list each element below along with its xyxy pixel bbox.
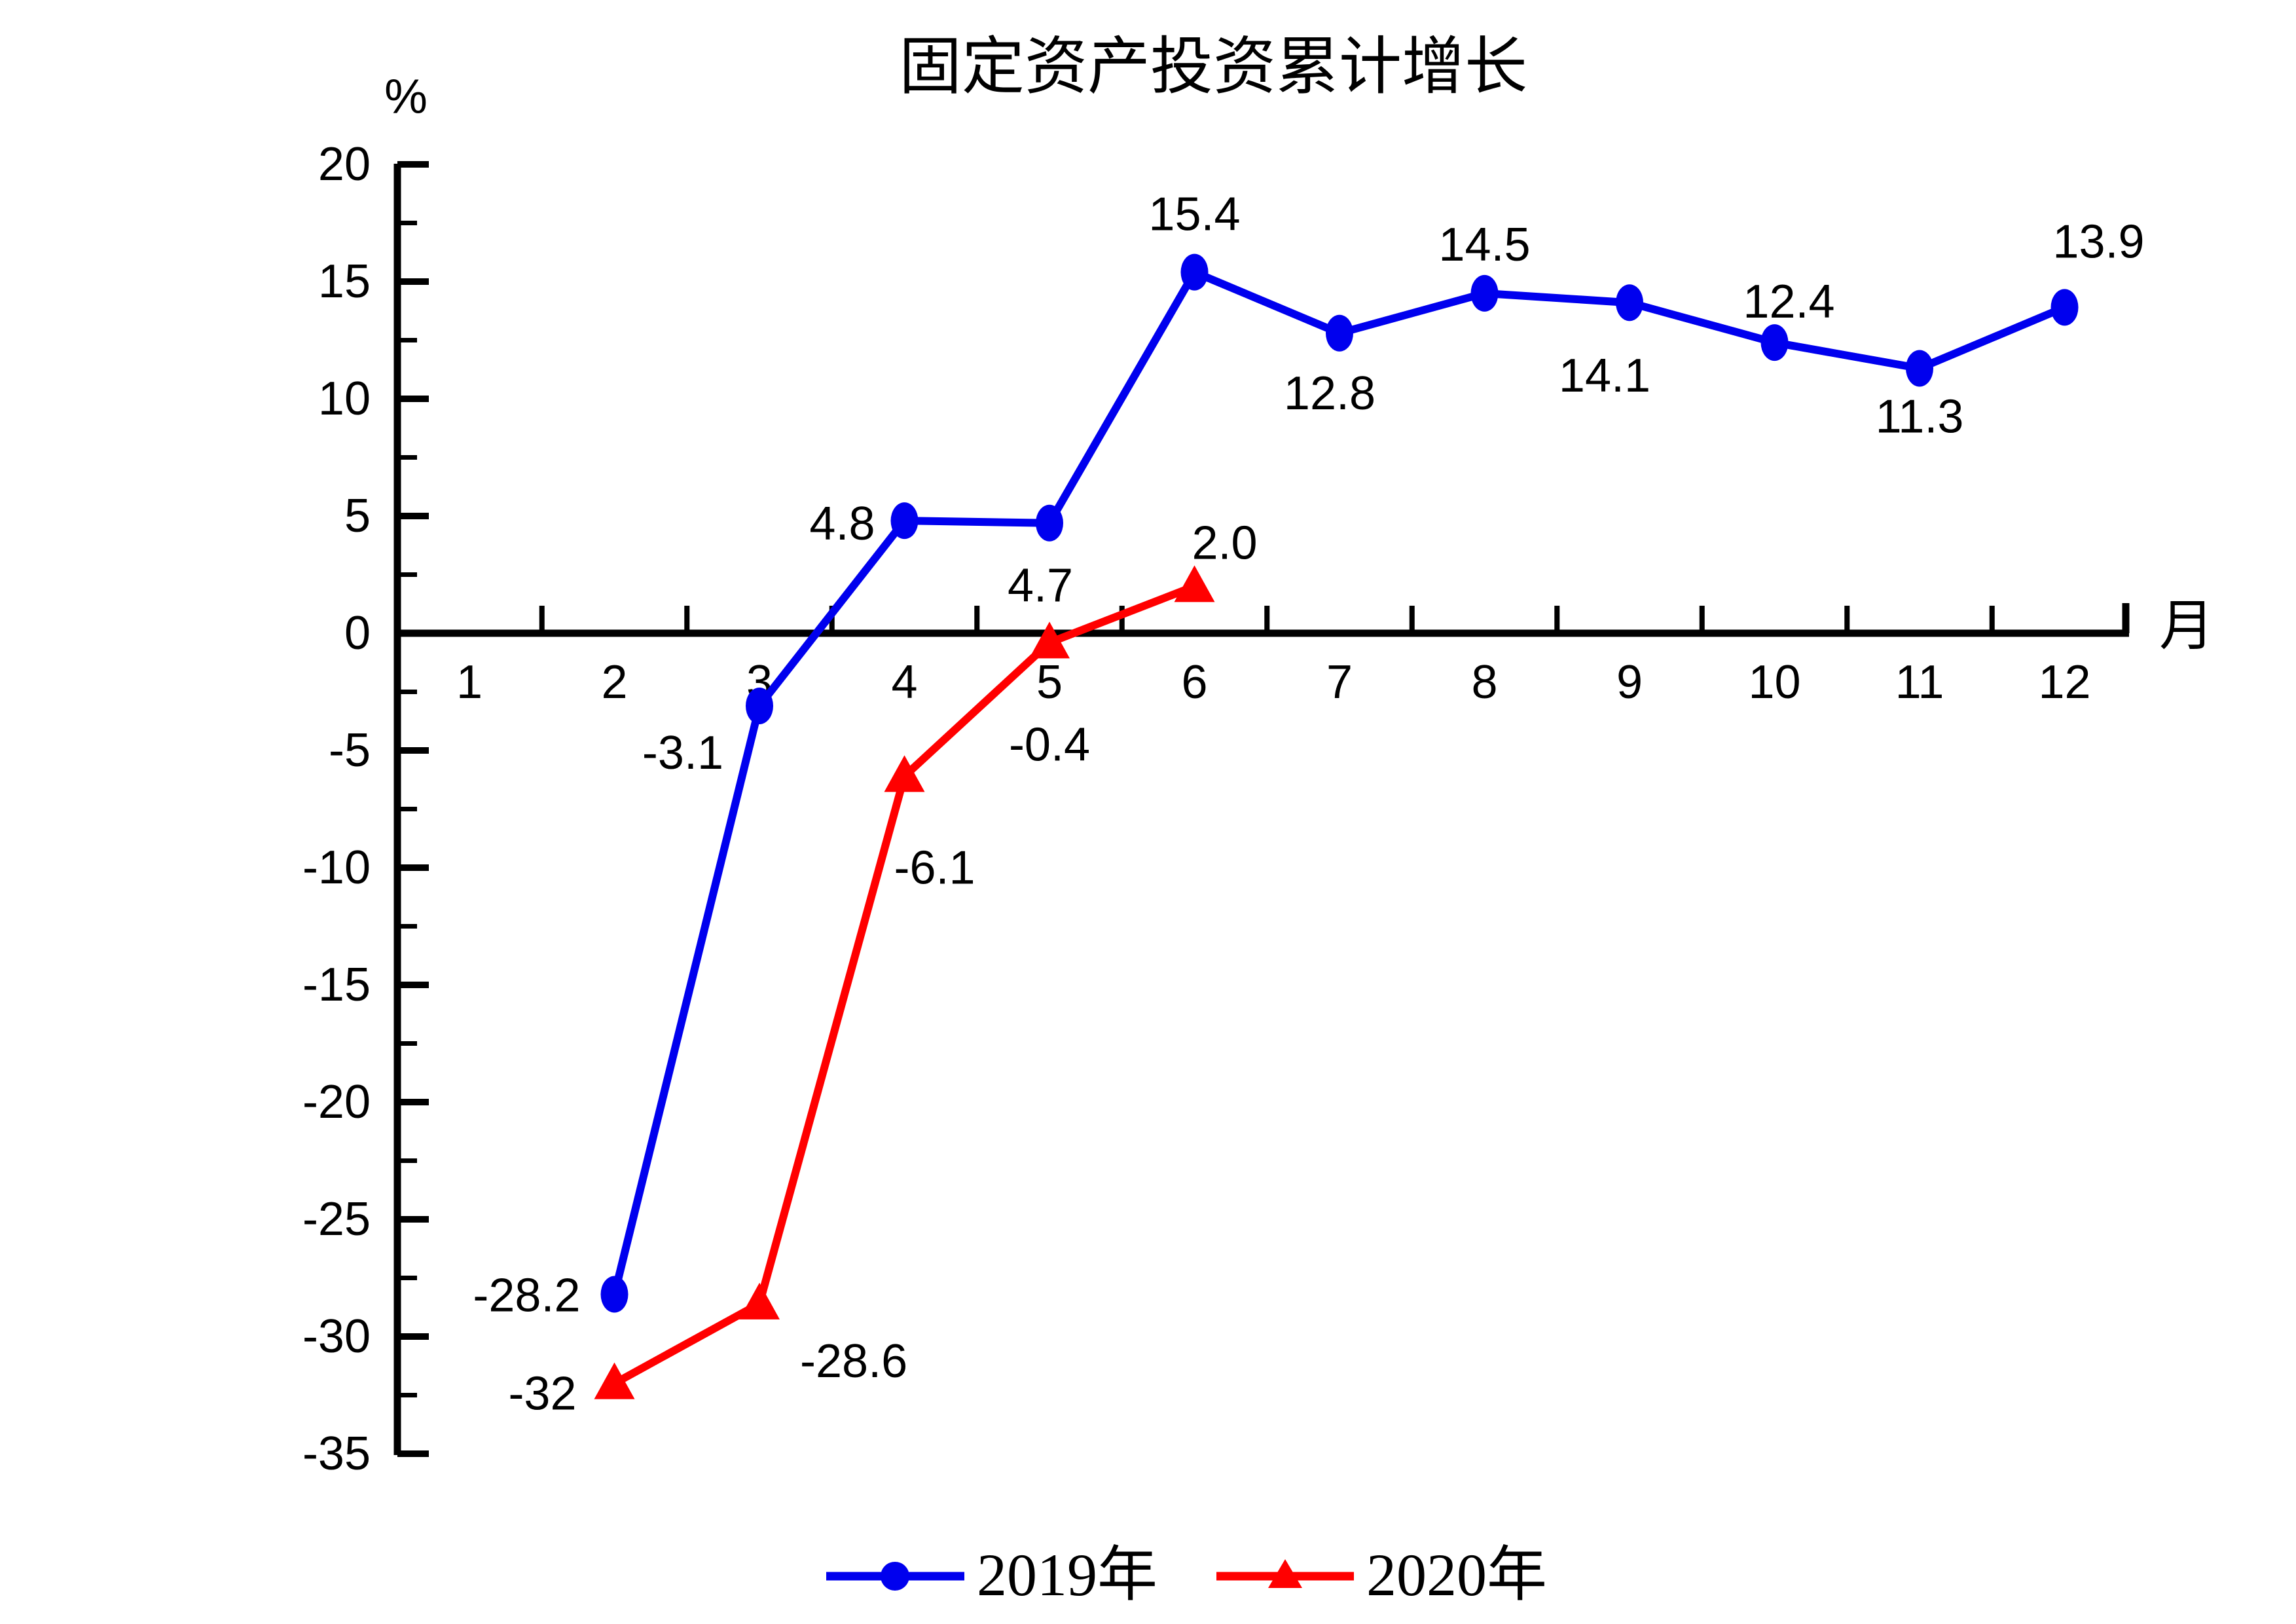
x-tick-label: 8 — [1471, 656, 1497, 709]
data-point-circle — [746, 687, 773, 724]
x-tick-label: 10 — [1748, 656, 1800, 709]
data-point-circle — [1180, 253, 1209, 291]
data-point-triangle — [594, 1362, 635, 1399]
y-axis: 20 15 10 5 0 -5 -10 -15 -20 -25 -30 -35 — [302, 138, 429, 1480]
data-point-label: -28.2 — [473, 1270, 580, 1322]
x-tick-label: 7 — [1326, 656, 1353, 709]
data-point-triangle — [1029, 621, 1070, 659]
data-point-label: 4.8 — [809, 498, 875, 550]
data-point-label: 15.4 — [1148, 189, 1240, 241]
series-2019年 — [600, 253, 2079, 1313]
y-tick-label: 5 — [344, 490, 371, 542]
data-point-label: 11.3 — [1876, 390, 1964, 443]
y-tick-label: -10 — [302, 841, 371, 894]
y-tick-label: 10 — [318, 373, 371, 425]
y-tick-label: 0 — [344, 607, 371, 659]
x-tick-label: 1 — [456, 656, 483, 709]
legend-label-2020: 2020年 — [1366, 1541, 1547, 1608]
data-point-circle — [2050, 289, 2079, 326]
point-labels: -28.2 -3.1 4.8 4.7 15.4 12.8 14.5 14.1 12.4 11.3 1… — [473, 189, 2144, 1420]
data-point-circle — [600, 1276, 629, 1313]
x-axis: 1 2 3 4 5 6 7 8 9 10 11 12 — [397, 603, 2130, 709]
x-tick-label: 12 — [2038, 656, 2090, 709]
data-point-circle — [890, 502, 919, 540]
legend-marker-triangle — [1268, 1559, 1302, 1588]
y-tick-label: -30 — [302, 1310, 371, 1363]
data-point-circle — [1760, 324, 1789, 361]
chart-title: 固定资产投资累计增长 — [899, 32, 1527, 102]
legend-label-2019: 2019年 — [977, 1541, 1157, 1608]
data-point-circle — [1616, 284, 1643, 322]
data-point-circle — [1326, 314, 1353, 352]
data-point-label: 14.1 — [1559, 350, 1650, 402]
x-axis-unit-label: 月 — [2159, 597, 2214, 657]
data-point-triangle — [884, 755, 925, 792]
data-point-label: 12.8 — [1284, 367, 1376, 420]
y-tick-label: 15 — [318, 255, 371, 308]
x-tick-label: 6 — [1181, 656, 1207, 709]
x-tick-label: 11 — [1895, 656, 1944, 709]
data-point-label: -28.6 — [800, 1335, 907, 1388]
x-tick-label: 2 — [601, 656, 627, 709]
data-point-circle — [1906, 350, 1933, 387]
series-2020年 — [594, 565, 1215, 1399]
data-point-label: 4.7 — [1008, 560, 1073, 612]
legend-marker-circle — [881, 1562, 909, 1591]
series-lines — [594, 253, 2079, 1399]
legend: 2019年 2020年 — [826, 1541, 1547, 1608]
data-point-label: -6.1 — [894, 841, 975, 894]
legend-item-2020: 2020年 — [1216, 1541, 1547, 1608]
y-tick-label: -15 — [302, 959, 371, 1011]
data-point-label: 14.5 — [1438, 219, 1530, 271]
legend-item-2019: 2019年 — [826, 1541, 1157, 1608]
x-tick-label: 9 — [1616, 656, 1643, 709]
data-point-triangle — [739, 1282, 780, 1320]
data-point-label: 13.9 — [2052, 215, 2144, 268]
y-tick-label: -35 — [302, 1428, 371, 1480]
data-point-label: -32 — [508, 1368, 576, 1420]
y-axis-unit-label: % — [384, 69, 428, 124]
y-tick-label: -20 — [302, 1076, 371, 1128]
data-point-label: -0.4 — [1009, 718, 1090, 771]
y-tick-label: -25 — [302, 1193, 371, 1246]
x-tick-label: 4 — [891, 656, 917, 709]
y-tick-label: -5 — [329, 724, 371, 777]
data-point-label: -3.1 — [642, 727, 723, 779]
data-point-circle — [1036, 504, 1063, 542]
data-point-label: 2.0 — [1192, 517, 1257, 569]
x-tick-label: 5 — [1036, 656, 1063, 709]
data-point-triangle — [1174, 565, 1215, 602]
data-point-circle — [1470, 274, 1499, 312]
data-point-label: 12.4 — [1743, 276, 1834, 328]
y-tick-label: 20 — [318, 138, 371, 191]
